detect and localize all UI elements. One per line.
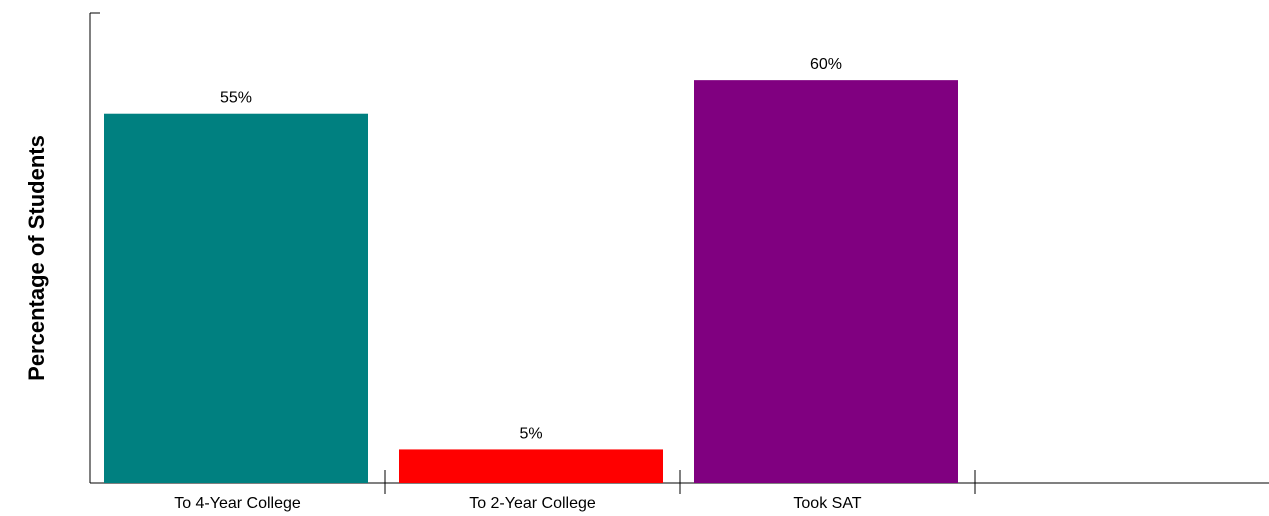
data-label-2: 5%	[519, 425, 542, 442]
x-tick-label-3: Took SAT	[793, 495, 861, 512]
data-label-1: 55%	[220, 90, 252, 107]
x-tick-label-2: To 2-Year College	[469, 495, 596, 512]
bar-3	[694, 80, 958, 484]
bar-1	[104, 113, 368, 483]
x-tick-label-1: To 4-Year College	[174, 495, 301, 512]
bar-2	[399, 449, 663, 483]
data-label-3: 60%	[810, 56, 842, 73]
y-axis-label: Percentage of Students	[24, 135, 49, 381]
